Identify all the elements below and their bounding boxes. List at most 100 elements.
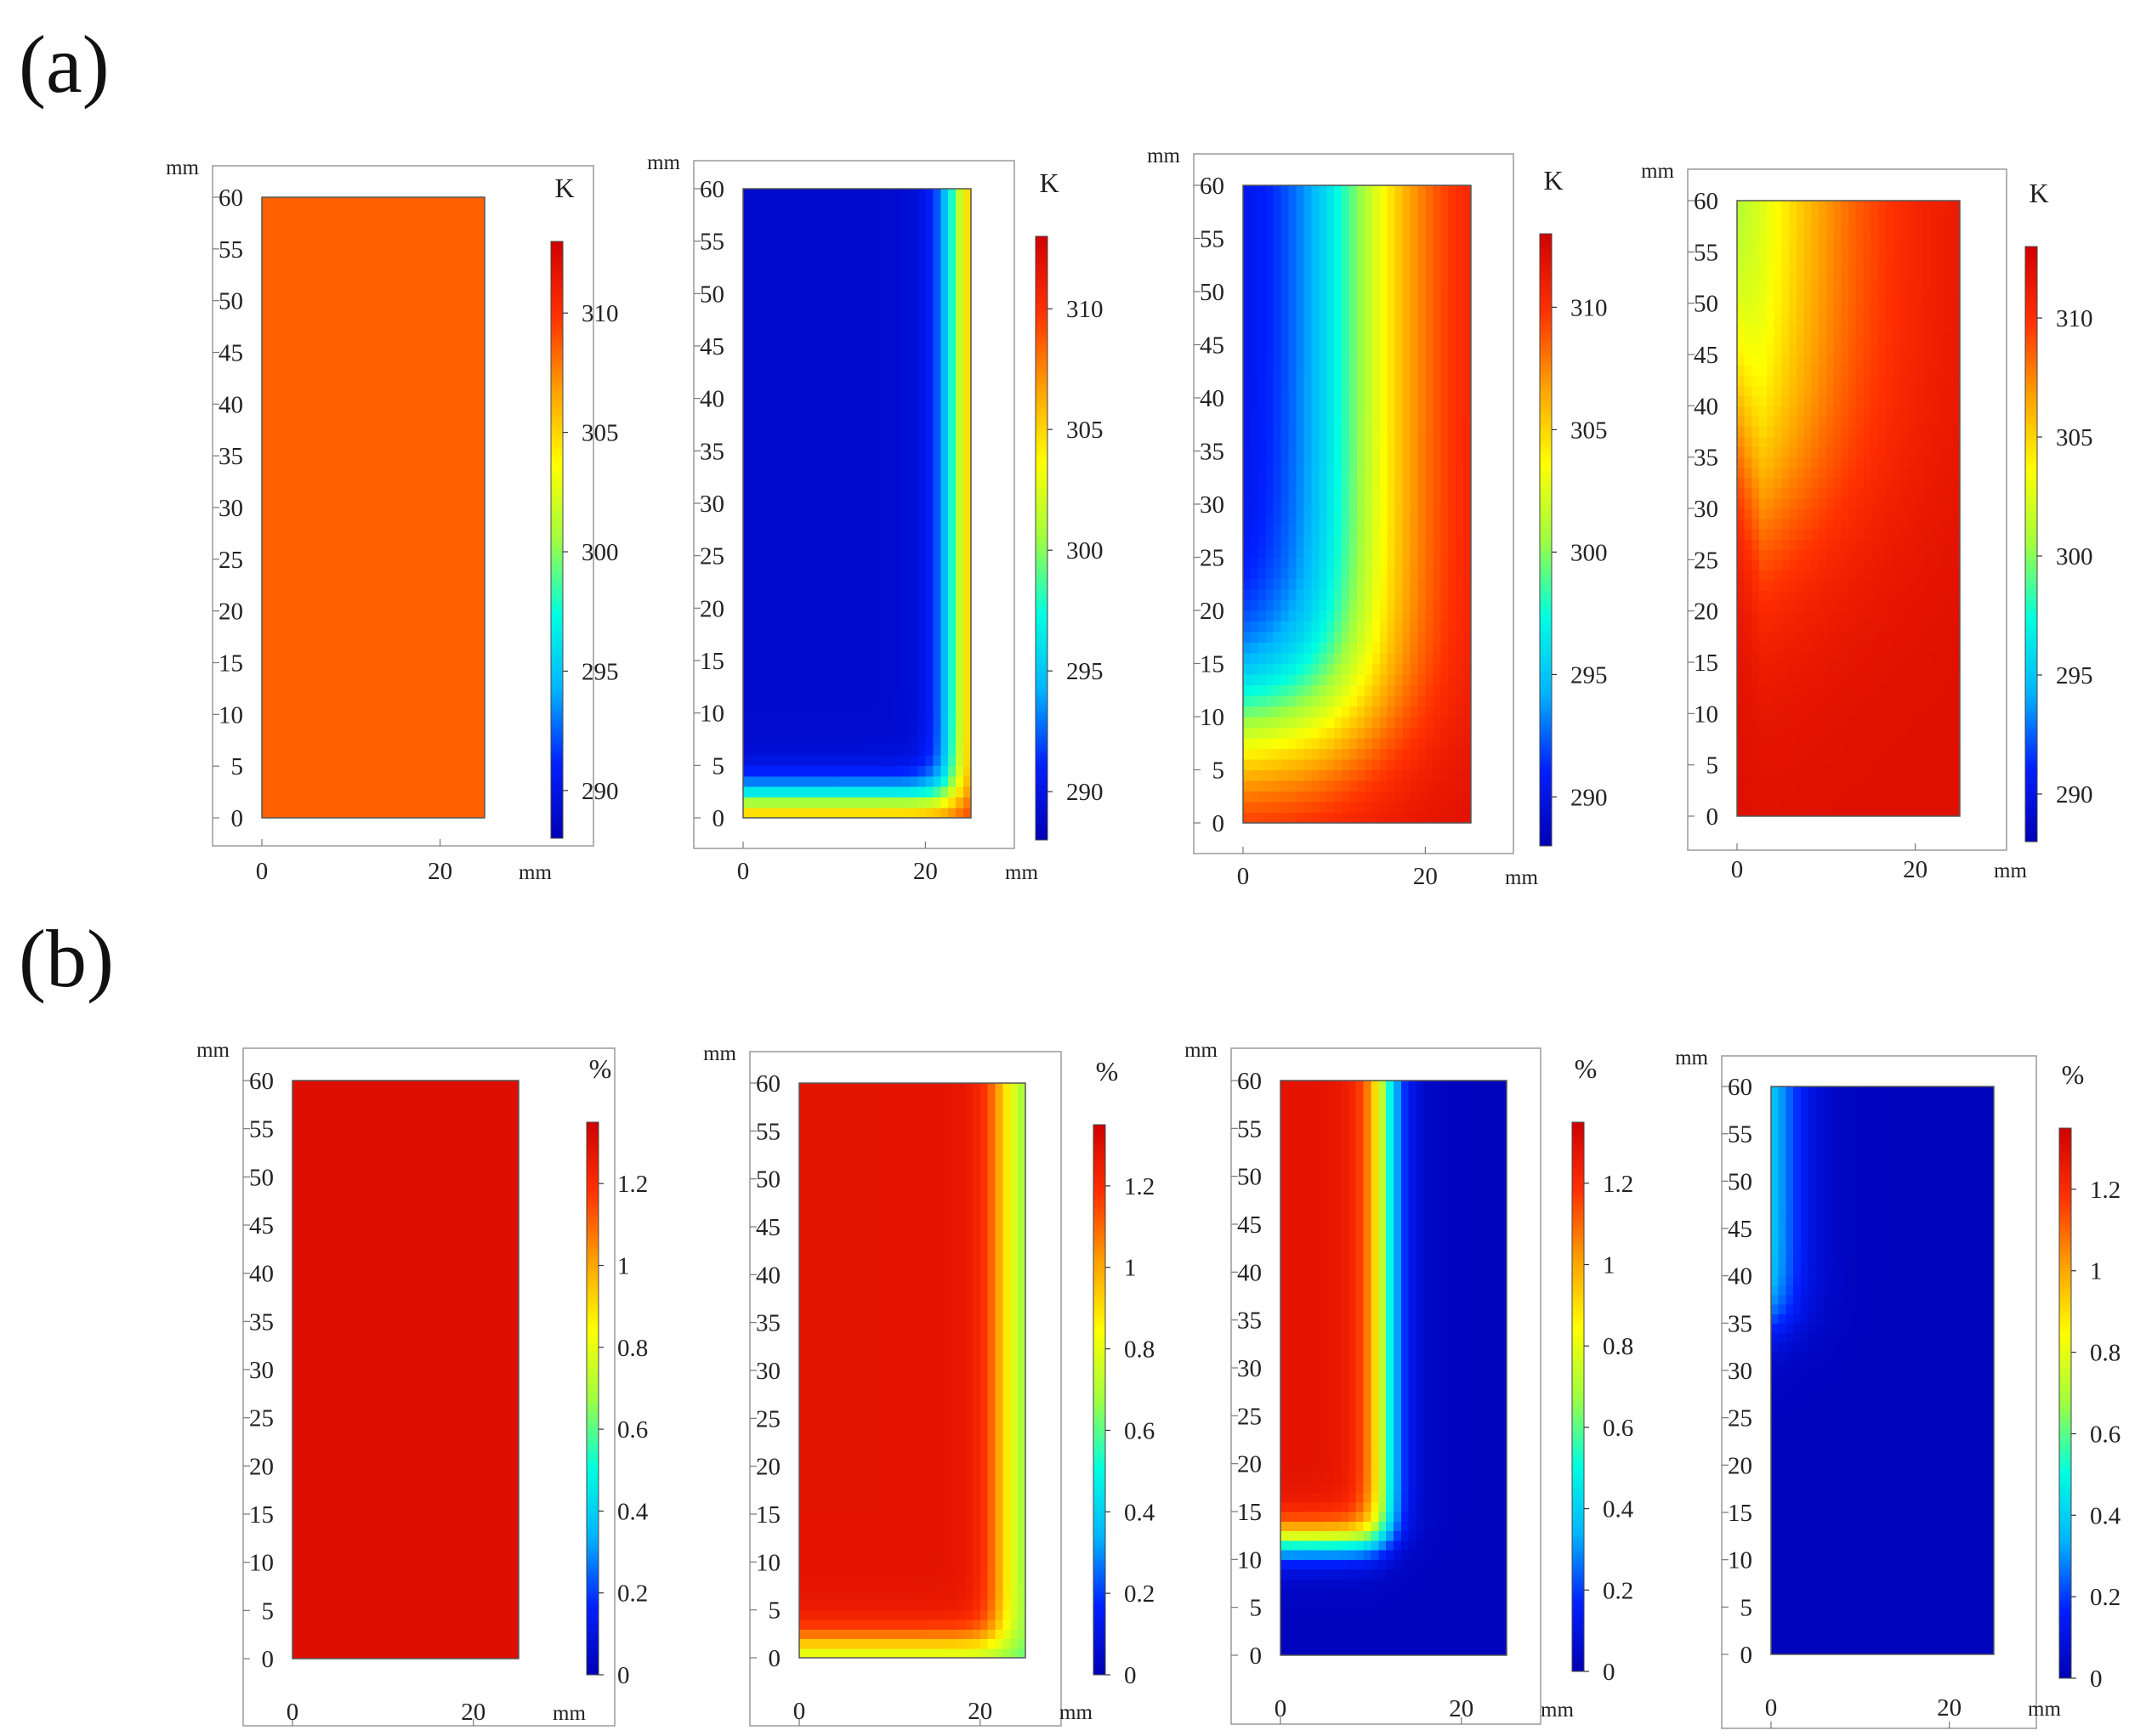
- heatmap-cell: [1281, 525, 1290, 536]
- heatmap-cell: [880, 304, 889, 315]
- heatmap-cell: [781, 220, 790, 231]
- heatmap-cell: [351, 746, 359, 757]
- heatmap-cell: [819, 430, 827, 441]
- heatmap-cell: [888, 199, 896, 210]
- heatmap-cell: [1289, 409, 1297, 420]
- heatmap-cell: [1395, 589, 1404, 600]
- heatmap-cell: [262, 559, 270, 570]
- heatmap-cell: [336, 766, 343, 777]
- heatmap-cell: [933, 619, 941, 630]
- heatmap-cell: [395, 632, 403, 643]
- heatmap-cell: [477, 301, 485, 312]
- heatmap-cell: [933, 377, 941, 389]
- heatmap-cell: [470, 518, 478, 529]
- heatmap-cell: [366, 704, 373, 715]
- heatmap-cell: [797, 189, 805, 200]
- heatmap-cell: [373, 363, 381, 374]
- heatmap-cell: [455, 621, 463, 633]
- heatmap-cell: [321, 218, 329, 229]
- heatmap-cell: [417, 580, 425, 591]
- heatmap-cell: [411, 570, 418, 581]
- heatmap-cell: [425, 497, 433, 508]
- heatmap-cell: [262, 435, 270, 446]
- heatmap-cell: [895, 472, 904, 483]
- heatmap-cell: [872, 346, 881, 357]
- heatmap-cell: [865, 325, 873, 336]
- heatmap-cell: [811, 315, 820, 326]
- heatmap-cell: [1289, 355, 1297, 366]
- heatmap-cell: [1289, 451, 1297, 462]
- heatmap-cell: [1365, 717, 1373, 728]
- heatmap-cell: [758, 702, 767, 713]
- heatmap-cell: [911, 786, 919, 797]
- heatmap-cell: [872, 786, 881, 797]
- heatmap-cell: [1311, 483, 1320, 494]
- heatmap-cell: [440, 528, 448, 539]
- heatmap-cell: [1456, 695, 1464, 706]
- heatmap-cell: [388, 776, 395, 787]
- heatmap-cell: [1266, 717, 1275, 728]
- heatmap-cell: [803, 755, 812, 766]
- heatmap-cell: [1289, 419, 1297, 430]
- heatmap-cell: [463, 259, 470, 270]
- heatmap-cell: [1448, 674, 1456, 685]
- heatmap-cell: [1433, 674, 1441, 685]
- heatmap-cell: [417, 280, 425, 291]
- heatmap-cell: [903, 346, 911, 357]
- heatmap-cell: [865, 619, 873, 630]
- heatmap-cell: [933, 556, 941, 567]
- heatmap-cell: [381, 611, 389, 622]
- heatmap-cell: [425, 229, 433, 240]
- heatmap-cell: [849, 587, 858, 599]
- heatmap-cell: [766, 325, 775, 336]
- heatmap-cell: [888, 608, 896, 619]
- heatmap-cell: [1411, 653, 1419, 664]
- heatmap-cell: [299, 445, 307, 457]
- heatmap-cell: [440, 415, 448, 426]
- heatmap-cell: [321, 425, 329, 436]
- heatmap-cell: [447, 259, 455, 270]
- heatmap-cell: [276, 249, 284, 260]
- heatmap-cell: [351, 249, 359, 260]
- heatmap-cell: [314, 394, 321, 405]
- heatmap-cell: [1372, 653, 1381, 664]
- heatmap-cell: [1433, 589, 1441, 600]
- heatmap-cell: [284, 363, 292, 374]
- heatmap-cell: [834, 451, 843, 462]
- heatmap-cell: [470, 259, 478, 270]
- heatmap-cell: [276, 787, 284, 798]
- heatmap-cell: [417, 456, 425, 467]
- heatmap-cell: [321, 539, 329, 550]
- heatmap-cell: [1266, 473, 1275, 484]
- heatmap-cell: [270, 714, 277, 725]
- heatmap-cell: [834, 399, 843, 410]
- heatmap-cell: [911, 325, 919, 336]
- heatmap-cell: [789, 639, 798, 650]
- heatmap-cell: [373, 684, 381, 695]
- heatmap-cell: [849, 525, 858, 536]
- heatmap-cell: [336, 353, 343, 364]
- heatmap-cell: [1403, 589, 1411, 600]
- heatmap-cell: [819, 608, 827, 619]
- heatmap-cell: [758, 576, 767, 587]
- heatmap-cell: [880, 230, 889, 241]
- heatmap-cell: [343, 342, 351, 353]
- heatmap-cell: [1289, 813, 1297, 824]
- heatmap-cell: [433, 435, 440, 446]
- heatmap-cell: [463, 611, 470, 622]
- y-tick-label: 35: [700, 438, 724, 465]
- heatmap-cell: [849, 399, 858, 410]
- heatmap-cell: [1251, 695, 1259, 706]
- heatmap-cell: [359, 508, 366, 519]
- heatmap-cell: [359, 342, 366, 353]
- heatmap-cell: [321, 632, 329, 643]
- heatmap-cell: [292, 539, 299, 550]
- heatmap-cell: [336, 621, 343, 633]
- heatmap-cell: [336, 725, 343, 736]
- heatmap-cell: [751, 723, 759, 735]
- heatmap-cell: [872, 776, 881, 787]
- heatmap-cell: [1463, 504, 1472, 515]
- heatmap-cell: [925, 493, 934, 504]
- heatmap-cell: [343, 776, 351, 787]
- heatmap-cell: [262, 301, 270, 312]
